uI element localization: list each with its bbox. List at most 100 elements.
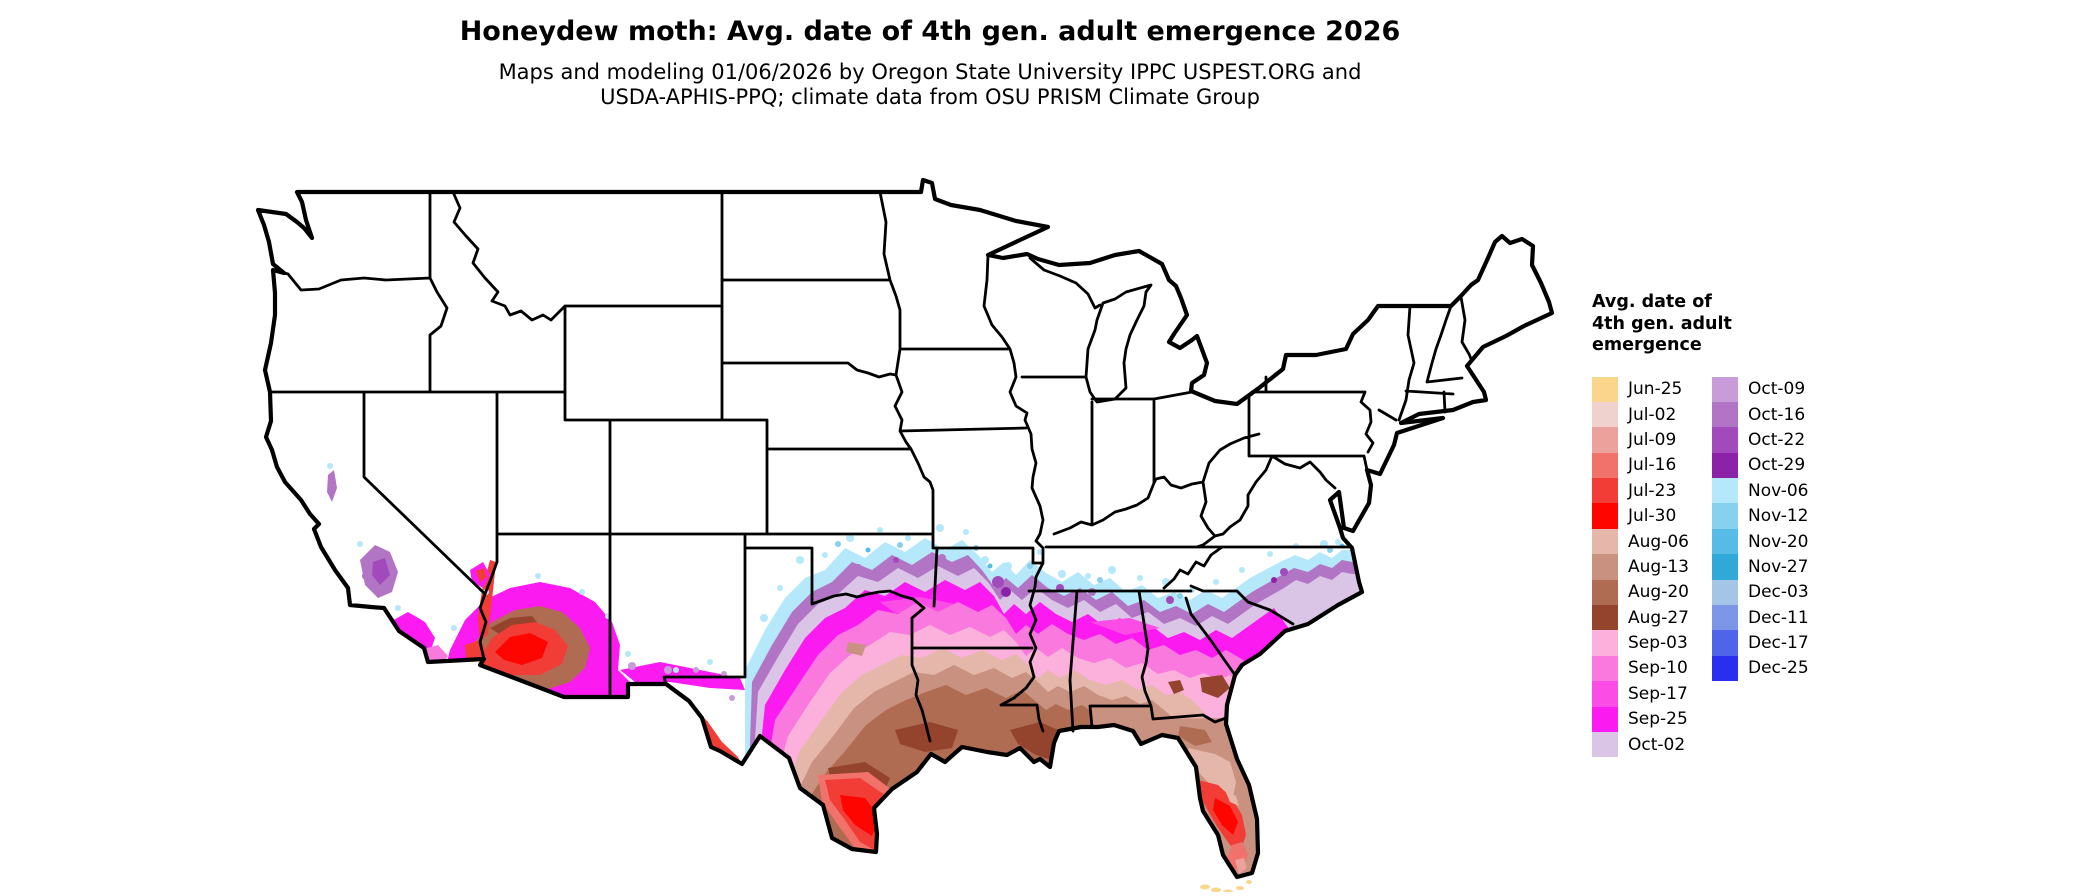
legend-label: Dec-03 xyxy=(1748,582,1809,603)
legend-label: Sep-17 xyxy=(1628,683,1688,704)
legend-item: Jun-25 xyxy=(1592,376,1712,402)
legend-item: Aug-06 xyxy=(1592,528,1712,555)
legend-swatch xyxy=(1592,681,1618,707)
legend-label: Jul-16 xyxy=(1628,455,1677,476)
us-map-svg xyxy=(255,177,1555,895)
legend-label: Dec-11 xyxy=(1748,607,1809,628)
legend-item: Dec-17 xyxy=(1712,630,1832,656)
legend-item: Sep-10 xyxy=(1592,655,1712,682)
speckles-oct-22 xyxy=(893,557,1288,604)
legend-item: Jul-23 xyxy=(1592,478,1712,504)
legend-swatch xyxy=(1712,605,1738,631)
legend-label: Jul-09 xyxy=(1628,429,1677,450)
map-subtitle: Maps and modeling 01/06/2026 by Oregon S… xyxy=(0,60,1860,110)
fl-jul-09 xyxy=(1235,858,1247,874)
legend-column2: Oct-09 Oct-16 Oct-22 Oct-29 Nov-06 Nov-12 Nov-… xyxy=(1712,376,1832,682)
ca-sac-streak xyxy=(327,470,337,502)
legend-item: Aug-13 xyxy=(1592,554,1712,580)
legend-swatch xyxy=(1712,528,1738,555)
legend-label: Nov-20 xyxy=(1748,531,1809,552)
legend-swatch xyxy=(1592,579,1618,606)
legend-swatch xyxy=(1712,503,1738,529)
legend-column1: Jun-25 Jul-02 Jul-09 Jul-16 Jul-23 Jul-30 Aug-… xyxy=(1592,376,1712,758)
speckles-oct-09 xyxy=(628,662,735,701)
legend-swatch xyxy=(1712,579,1738,606)
legend-item: Oct-02 xyxy=(1592,731,1712,758)
conus-outline xyxy=(255,177,1555,880)
legend-swatch xyxy=(1592,478,1618,504)
legend-label: Jun-25 xyxy=(1628,379,1683,400)
florida-keys xyxy=(1200,880,1252,895)
legend-label: Aug-13 xyxy=(1628,556,1689,577)
speckles-nov-12 xyxy=(835,541,1333,599)
legend-label: Sep-25 xyxy=(1628,709,1688,730)
legend-title: Avg. date of 4th gen. adult emergence xyxy=(1592,292,1732,355)
page-title: Honeydew moth: Avg. date of 4th gen. adu… xyxy=(0,16,1860,47)
legend-item: Aug-20 xyxy=(1592,579,1712,606)
legend-swatch xyxy=(1712,630,1738,656)
legend-item: Jul-16 xyxy=(1592,452,1712,479)
legend-swatch xyxy=(1592,731,1618,758)
us-map xyxy=(240,130,1570,895)
legend-label: Oct-22 xyxy=(1748,429,1806,450)
legend-swatch xyxy=(1592,528,1618,555)
legend-item: Aug-27 xyxy=(1592,605,1712,631)
ca-valley-core xyxy=(372,558,390,585)
subtitle-line-2: USDA-APHIS-PPQ; climate data from OSU PR… xyxy=(600,85,1260,109)
legend-swatch xyxy=(1592,554,1618,580)
state-borders xyxy=(268,190,1474,743)
legend-swatch xyxy=(1592,376,1618,402)
legend-item: Nov-20 xyxy=(1712,528,1832,555)
legend-label: Nov-06 xyxy=(1748,480,1809,501)
legend-item: Oct-22 xyxy=(1712,427,1832,453)
legend-swatch xyxy=(1712,554,1738,580)
legend-swatch xyxy=(1712,401,1738,428)
speckles-oct-29 xyxy=(1001,577,1277,597)
legend-swatch xyxy=(1592,706,1618,732)
legend-item: Nov-27 xyxy=(1712,554,1832,580)
blobs-aug-27 xyxy=(828,675,1230,798)
legend-item: Oct-29 xyxy=(1712,452,1832,479)
legend-swatch xyxy=(1712,655,1738,682)
legend-label: Oct-16 xyxy=(1748,404,1806,425)
legend-swatch xyxy=(1592,427,1618,453)
legend-label: Aug-27 xyxy=(1628,607,1689,628)
legend-item: Oct-16 xyxy=(1712,401,1832,428)
fl-aug-06 xyxy=(1188,748,1236,797)
ca-socal xyxy=(390,612,435,652)
legend-item: Nov-06 xyxy=(1712,478,1832,504)
legend-label: Oct-09 xyxy=(1748,379,1806,400)
legend-columns: Jun-25 Jul-02 Jul-09 Jul-16 Jul-23 Jul-30 Aug-… xyxy=(1592,376,1932,758)
legend-label: Dec-17 xyxy=(1748,633,1809,654)
legend-label: Aug-06 xyxy=(1628,531,1689,552)
legend-item: Oct-09 xyxy=(1712,376,1832,402)
map-title: Honeydew moth: Avg. date of 4th gen. adu… xyxy=(459,16,1401,47)
legend-item: Jul-09 xyxy=(1592,427,1712,453)
legend-item: Nov-12 xyxy=(1712,503,1832,529)
legend-item: Jul-30 xyxy=(1592,503,1712,529)
map-legend: Avg. date of 4th gen. adult emergence Ju… xyxy=(1592,292,1932,758)
legend-item: Dec-03 xyxy=(1712,579,1832,606)
nv-tip-red xyxy=(476,568,487,582)
legend-label: Oct-02 xyxy=(1628,734,1686,755)
legend-swatch xyxy=(1712,478,1738,504)
legend-label: Jul-30 xyxy=(1628,506,1677,527)
subtitle-line-1: Maps and modeling 01/06/2026 by Oregon S… xyxy=(498,60,1362,84)
legend-item: Dec-11 xyxy=(1712,605,1832,631)
legend-swatch xyxy=(1592,655,1618,682)
legend-label: Sep-03 xyxy=(1628,633,1688,654)
legend-label: Jul-23 xyxy=(1628,480,1677,501)
fl-jul-30 xyxy=(1213,798,1238,835)
legend-label: Nov-12 xyxy=(1748,506,1809,527)
legend-item: Sep-03 xyxy=(1592,630,1712,656)
legend-swatch xyxy=(1712,376,1738,402)
stx-jul-30 xyxy=(840,795,880,836)
conus-land xyxy=(258,180,1552,877)
legend-swatch xyxy=(1592,630,1618,656)
legend-label: Dec-25 xyxy=(1748,658,1809,679)
legend-swatch xyxy=(1592,452,1618,479)
legend-swatch xyxy=(1712,427,1738,453)
fl-aug-20 xyxy=(1178,726,1212,746)
az-red-core xyxy=(495,633,548,665)
legend-swatch xyxy=(1712,452,1738,479)
